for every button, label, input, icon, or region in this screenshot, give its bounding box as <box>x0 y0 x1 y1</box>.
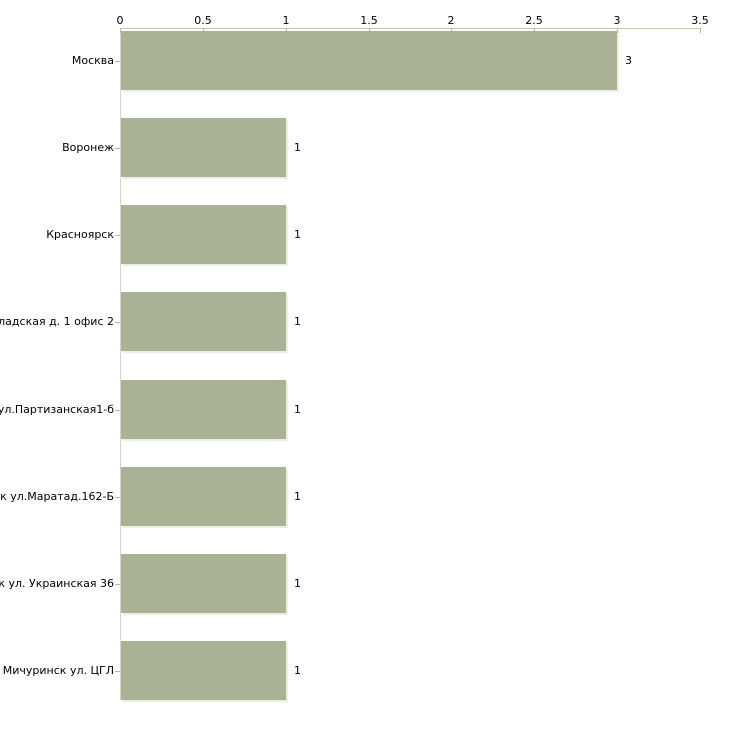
x-tick-label: 0 <box>116 14 124 27</box>
x-tick-label: 0.5 <box>194 14 212 27</box>
bar <box>121 205 286 264</box>
value-label: 1 <box>294 403 301 416</box>
x-axis-tick <box>203 28 204 33</box>
x-axis-tick <box>700 28 701 33</box>
category-tick <box>115 410 120 411</box>
y-axis-line <box>120 28 121 700</box>
x-axis-tick <box>534 28 535 33</box>
category-label: ск ул.Маратад.162-Б <box>0 490 114 503</box>
x-axis-line <box>120 28 701 29</box>
bar <box>121 641 286 700</box>
category-tick <box>115 148 120 149</box>
category-label: Воронеж <box>62 141 114 154</box>
category-label: Мичуринск ул. ЦГЛ <box>2 664 114 677</box>
category-label: Красноярск <box>46 228 114 241</box>
bar <box>121 118 286 177</box>
category-tick <box>115 322 120 323</box>
x-axis-tick <box>120 28 121 33</box>
x-tick-label: 1 <box>282 14 290 27</box>
value-label: 1 <box>294 664 301 677</box>
bar <box>121 380 286 439</box>
value-label: 1 <box>294 577 301 590</box>
value-label: 1 <box>294 490 301 503</box>
x-axis-tick <box>369 28 370 33</box>
category-tick <box>115 497 120 498</box>
x-tick-label: 2 <box>447 14 455 27</box>
category-tick <box>115 584 120 585</box>
bar <box>121 467 286 526</box>
x-tick-label: 3 <box>613 14 621 27</box>
category-label: кладская д. 1 офис 2 <box>0 315 114 328</box>
bar <box>121 554 286 613</box>
value-label: 1 <box>294 315 301 328</box>
category-label: Москва <box>71 54 114 67</box>
value-label: 1 <box>294 228 301 241</box>
x-axis-tick <box>451 28 452 33</box>
x-tick-label: 1.5 <box>360 14 378 27</box>
category-tick <box>115 235 120 236</box>
value-label: 1 <box>294 141 301 154</box>
category-label: а ул.Партизанская1-б <box>0 403 114 416</box>
x-axis-tick <box>286 28 287 33</box>
bar <box>121 31 617 90</box>
x-tick-label: 2.5 <box>525 14 543 27</box>
category-tick <box>115 61 120 62</box>
category-label: ск ул. Украинская 36 <box>0 577 114 590</box>
x-tick-label: 3.5 <box>691 14 709 27</box>
category-tick <box>115 671 120 672</box>
bar <box>121 292 286 351</box>
value-label: 3 <box>625 54 632 67</box>
x-axis-tick <box>617 28 618 33</box>
